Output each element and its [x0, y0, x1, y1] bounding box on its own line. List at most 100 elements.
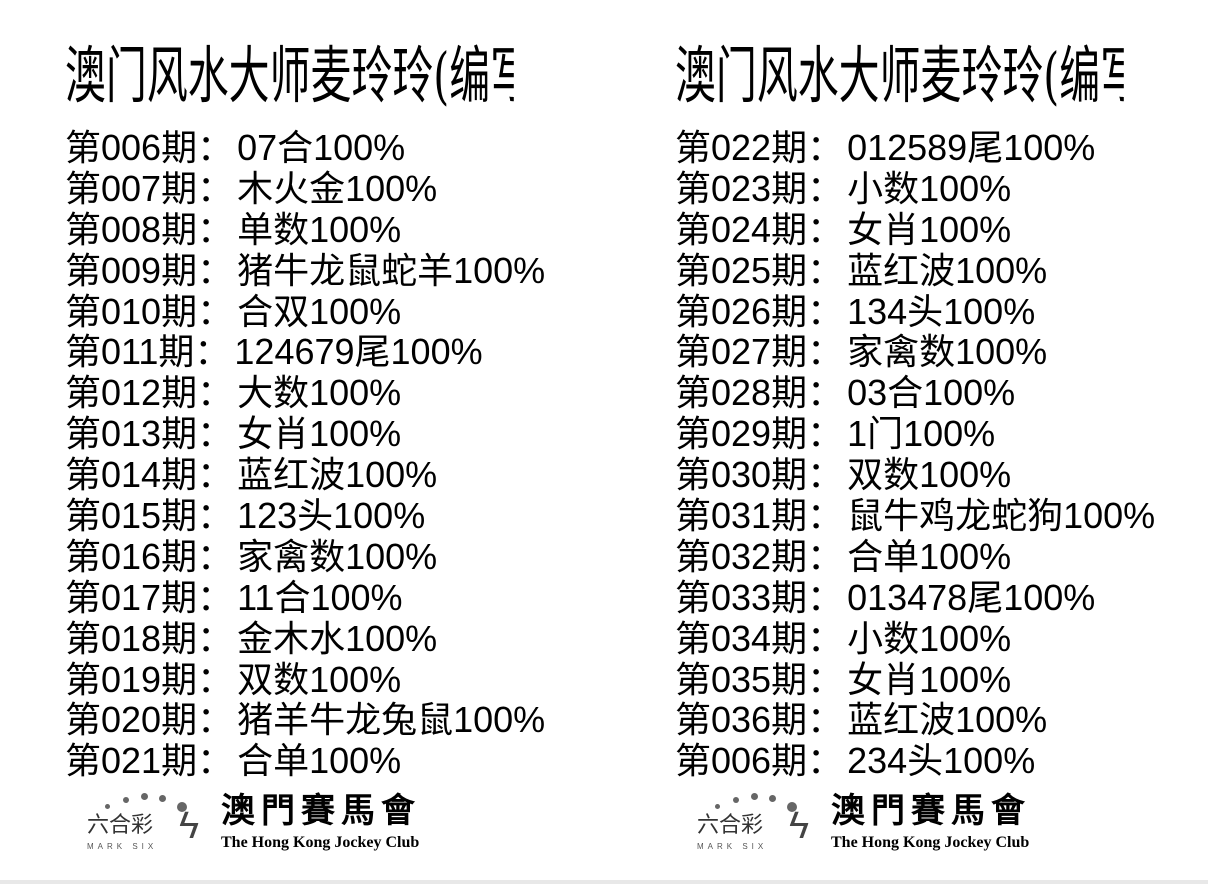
period-label: 第035期：	[675, 658, 844, 700]
list-item: 第035期： 女肖100%	[675, 658, 1155, 701]
period-label: 第027期：	[675, 331, 844, 373]
period-label: 第033期：	[675, 576, 844, 618]
mark-six-english: MARK SIX	[697, 842, 768, 851]
prediction-value: 134头100%	[847, 290, 1036, 332]
club-name-chinese: 澳門賽馬會	[831, 791, 1031, 831]
list-item: 第024期： 女肖100%	[675, 208, 1155, 251]
list-item: 第028期： 03合100%	[675, 373, 1155, 414]
prediction-value: 蓝红波100%	[237, 454, 438, 496]
prediction-value: 女肖100%	[847, 208, 1012, 250]
prediction-value: 鼠牛鸡龙蛇狗100%	[847, 495, 1156, 537]
period-label: 第018期：	[65, 617, 234, 659]
prediction-value: 合单100%	[847, 535, 1012, 577]
period-label: 第021期：	[65, 740, 234, 782]
prediction-value: 家禽数100%	[847, 331, 1048, 373]
panel-title: 澳门风水大师麦玲玲(编写)	[675, 39, 1124, 112]
lightning-icon: ϟ	[789, 805, 810, 847]
period-label: 第014期：	[65, 454, 234, 496]
period-label: 第008期：	[65, 208, 234, 250]
prediction-value: 木火金100%	[237, 167, 438, 209]
period-label: 第013期：	[65, 413, 234, 455]
prediction-value: 1门100%	[847, 413, 996, 455]
prediction-value: 单数100%	[237, 208, 402, 250]
period-label: 第028期：	[675, 372, 844, 414]
club-name-chinese: 澳門賽馬會	[221, 791, 421, 831]
prediction-value: 合单100%	[237, 740, 402, 782]
prediction-value: 双数100%	[847, 454, 1012, 496]
jockey-club-logo: 六合彩 MARK SIX ϟ 澳門賽馬會 The Hong Kong Jocke…	[83, 792, 523, 856]
prediction-value: 金木水100%	[237, 617, 438, 659]
mark-six-logo-text: 六合彩	[697, 812, 764, 837]
prediction-value: 11合100%	[237, 576, 403, 618]
list-item: 第018期： 金木水100%	[65, 617, 545, 660]
list-item: 第020期： 猪羊牛龙兔鼠100%	[65, 700, 545, 741]
prediction-value: 07合100%	[237, 127, 406, 168]
period-label: 第019期：	[65, 658, 234, 700]
list-item: 第031期： 鼠牛鸡龙蛇狗100%	[675, 496, 1155, 537]
list-item: 第032期： 合单100%	[675, 535, 1155, 578]
list-item: 第022期： 012589尾100%	[675, 128, 1155, 169]
period-label: 第020期：	[65, 699, 234, 741]
prediction-value: 234头100%	[847, 740, 1036, 782]
list-item: 第026期： 134头100%	[675, 290, 1155, 333]
list-item: 第007期： 木火金100%	[65, 167, 545, 210]
period-label: 第030期：	[675, 454, 844, 496]
period-label: 第034期：	[675, 617, 844, 659]
list-item: 第010期： 合双100%	[65, 290, 545, 333]
period-label: 第007期：	[65, 167, 234, 209]
list-item: 第006期： 234头100%	[675, 741, 1155, 782]
list-item: 第021期： 合单100%	[65, 741, 545, 782]
left-panel: 澳门风水大师麦玲玲(编写) 第006期： 07合100% 第007期： 木火金100% 第…	[65, 0, 665, 884]
right-panel: 澳门风水大师麦玲玲(编写) 第022期： 012589尾100% 第023期： 小数10…	[675, 0, 1208, 884]
list-item: 第025期： 蓝红波100%	[675, 249, 1155, 292]
list-item: 第036期： 蓝红波100%	[675, 700, 1155, 741]
prediction-value: 123头100%	[237, 495, 426, 537]
prediction-list: 第022期： 012589尾100% 第023期： 小数100% 第024期： 女肖100…	[675, 128, 1155, 782]
period-label: 第016期：	[65, 535, 234, 577]
period-label: 第006期：	[65, 127, 234, 168]
list-item: 第019期： 双数100%	[65, 658, 545, 701]
period-label: 第025期：	[675, 249, 844, 291]
period-label: 第023期：	[675, 167, 844, 209]
lightning-icon: ϟ	[179, 805, 200, 847]
mark-six-english: MARK SIX	[87, 842, 158, 851]
prediction-value: 猪羊牛龙兔鼠100%	[237, 699, 546, 741]
bottom-divider	[0, 880, 1208, 884]
prediction-value: 女肖100%	[237, 413, 402, 455]
prediction-value: 012589尾100%	[847, 127, 1096, 168]
prediction-value: 女肖100%	[847, 658, 1012, 700]
period-label: 第024期：	[675, 208, 844, 250]
list-item: 第023期： 小数100%	[675, 167, 1155, 210]
prediction-value: 猪牛龙鼠蛇羊100%	[237, 249, 546, 291]
club-name-english: The Hong Kong Jockey Club	[831, 834, 1030, 851]
period-label: 第006期：	[675, 740, 844, 782]
list-item: 第017期： 11合100%	[65, 576, 545, 619]
period-label: 第009期：	[65, 249, 234, 291]
list-item: 第033期： 013478尾100%	[675, 576, 1155, 619]
list-item: 第034期： 小数100%	[675, 617, 1155, 660]
list-item: 第013期： 女肖100%	[65, 414, 545, 455]
list-item: 第029期： 1门100%	[675, 414, 1155, 455]
prediction-value: 03合100%	[847, 372, 1016, 414]
panel-title: 澳门风水大师麦玲玲(编写)	[65, 39, 514, 112]
list-item: 第030期： 双数100%	[675, 455, 1155, 496]
list-item: 第009期： 猪牛龙鼠蛇羊100%	[65, 249, 546, 292]
list-item: 第027期： 家禽数100%	[675, 332, 1155, 373]
period-label: 第015期：	[65, 495, 234, 537]
prediction-value: 小数100%	[847, 617, 1012, 659]
period-label: 第036期：	[675, 699, 844, 741]
prediction-value: 大数100%	[237, 372, 402, 414]
prediction-value: 小数100%	[847, 167, 1012, 209]
period-label: 第026期：	[675, 290, 844, 332]
period-label: 第022期：	[675, 127, 844, 168]
period-label: 第010期：	[65, 290, 234, 332]
prediction-value: 双数100%	[237, 658, 402, 700]
period-label: 第029期：	[675, 413, 844, 455]
period-label: 第012期：	[65, 372, 234, 414]
period-label: 第017期：	[65, 576, 234, 618]
prediction-value: 蓝红波100%	[847, 249, 1048, 291]
prediction-value: 013478尾100%	[847, 576, 1096, 618]
period-label: 第032期：	[675, 535, 844, 577]
prediction-value: 家禽数100%	[237, 535, 438, 577]
list-item: 第006期： 07合100%	[65, 128, 545, 169]
